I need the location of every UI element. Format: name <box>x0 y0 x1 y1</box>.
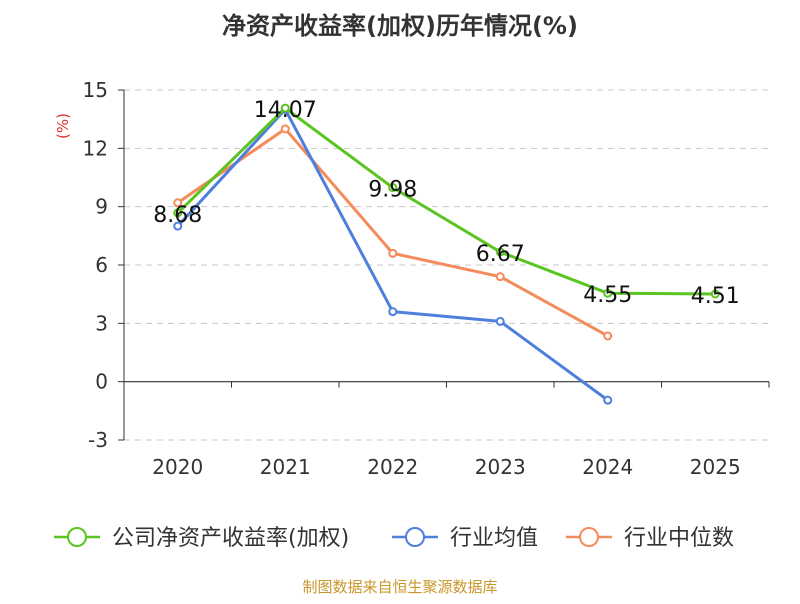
data-point <box>710 289 720 299</box>
data-point <box>280 103 290 113</box>
axes: -3 0 3 6 9 12 15 2020 2021 2022 2023 2024 2025 <box>83 78 770 479</box>
y-tick-label: 9 <box>95 195 108 219</box>
y-axis-label: (%) <box>54 113 72 139</box>
data-point <box>388 183 398 193</box>
data-point <box>603 395 613 405</box>
y-tick-label: 12 <box>83 136 108 160</box>
data-label: 4.51 <box>691 284 740 309</box>
y-tick-label: -3 <box>88 428 108 452</box>
series-line <box>176 127 609 338</box>
data-point <box>173 208 183 218</box>
data-point <box>495 247 505 257</box>
data-point <box>280 124 290 134</box>
series-lines <box>173 103 720 405</box>
legend-label: 行业均值 <box>450 526 538 551</box>
x-tick-label: 2020 <box>152 455 203 479</box>
x-tick-label: 2025 <box>690 455 741 479</box>
y-tick-label: 6 <box>95 253 108 277</box>
data-label: 6.67 <box>476 242 525 267</box>
data-point <box>173 221 183 231</box>
legend[interactable]: 公司净资产收益率(加权) 行业均值 行业中位数 <box>54 526 734 551</box>
legend-item[interactable]: 公司净资产收益率(加权) <box>54 526 349 551</box>
x-tick-label: 2022 <box>367 455 418 479</box>
legend-marker <box>405 527 425 547</box>
legend-marker <box>67 527 87 547</box>
data-point <box>388 307 398 317</box>
data-labels: 8.68 14.07 9.98 6.67 4.55 4.51 <box>153 98 739 309</box>
data-point <box>495 272 505 282</box>
data-point <box>173 198 183 208</box>
y-tick-label: 15 <box>83 78 108 102</box>
y-tick-label: 3 <box>95 311 108 335</box>
x-tick-label: 2023 <box>475 455 526 479</box>
x-tick-label: 2021 <box>260 455 311 479</box>
data-point <box>495 316 505 326</box>
data-point <box>388 248 398 258</box>
data-label: 8.68 <box>153 203 202 228</box>
data-point <box>603 288 613 298</box>
legend-label: 行业中位数 <box>624 526 734 551</box>
source-note: 制图数据来自恒生聚源数据库 <box>302 578 497 596</box>
legend-marker <box>579 527 599 547</box>
x-tick-label: 2024 <box>582 455 633 479</box>
data-label: 14.07 <box>254 98 317 123</box>
series-line <box>176 106 716 296</box>
legend-item[interactable]: 行业均值 <box>392 526 538 551</box>
data-label: 9.98 <box>368 178 417 203</box>
legend-label: 公司净资产收益率(加权) <box>112 526 349 551</box>
chart-title: 净资产收益率(加权)历年情况(%) <box>222 12 578 40</box>
data-point <box>603 331 613 341</box>
y-tick-label: 0 <box>95 370 108 394</box>
data-label: 4.55 <box>583 283 632 308</box>
legend-item[interactable]: 行业中位数 <box>566 526 734 551</box>
